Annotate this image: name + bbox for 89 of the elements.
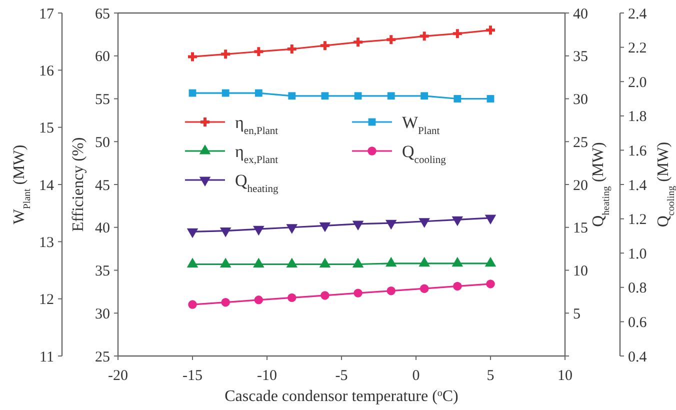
point xyxy=(386,286,396,296)
x-tick-label: -5 xyxy=(335,368,348,384)
y-tick-label: 16 xyxy=(39,63,54,80)
y3-tick-label: 0.6 xyxy=(628,314,648,331)
x-tick-label: 0 xyxy=(412,368,420,384)
point xyxy=(188,52,197,62)
y2-tick-label: 5 xyxy=(573,306,580,322)
point xyxy=(418,218,430,228)
point xyxy=(420,32,429,41)
point xyxy=(420,284,429,293)
y-tick-label: 40 xyxy=(95,220,110,237)
point xyxy=(385,220,397,230)
point xyxy=(385,256,397,267)
point xyxy=(186,228,198,238)
x-tick-label: -10 xyxy=(257,368,277,384)
y-tick-label: 65 xyxy=(95,6,110,22)
point xyxy=(253,226,264,236)
y2-tick-label: 35 xyxy=(573,49,588,66)
point xyxy=(221,298,230,307)
point xyxy=(188,300,197,309)
y-tick-label: 11 xyxy=(40,349,54,366)
point xyxy=(486,26,495,35)
point xyxy=(286,224,298,234)
point xyxy=(452,256,464,267)
legend-label: η$_{en,Plant}$ xyxy=(235,112,278,136)
y-tick-label: 55 xyxy=(95,92,110,108)
point xyxy=(287,44,296,54)
y3-tick-label: 1.4 xyxy=(628,178,648,194)
point xyxy=(452,29,462,38)
point xyxy=(286,258,298,268)
point xyxy=(221,50,230,59)
legend-label: η$_{ex,Plant}$ xyxy=(235,142,278,166)
x-tick-label: 10 xyxy=(558,368,572,384)
y2-tick-label: 30 xyxy=(573,92,588,108)
x-axis-title: Cascade condensor temperature ($^{o}$C) xyxy=(224,388,458,405)
point xyxy=(354,38,363,47)
y2-tick-label: 40 xyxy=(573,6,588,22)
y2-tick-label: 15 xyxy=(573,220,588,237)
point xyxy=(186,258,198,268)
y-tick-label: 35 xyxy=(95,264,110,280)
y3-tick-label: 1.8 xyxy=(628,109,647,126)
y-tick-label: 25 xyxy=(95,349,110,366)
point xyxy=(319,222,331,232)
x-tick-label: -15 xyxy=(182,368,202,384)
point xyxy=(220,228,232,238)
y2-tick-label: 25 xyxy=(573,134,588,151)
y2-tick-label: 20 xyxy=(573,178,588,194)
legend-label: Q$_{heating}$ xyxy=(235,170,280,194)
y3-tick-label: 0.8 xyxy=(628,280,647,297)
point xyxy=(453,282,462,291)
point xyxy=(484,256,496,267)
legend-label: W$_{Plant}$ xyxy=(402,112,440,136)
point xyxy=(319,258,331,268)
point xyxy=(352,220,364,230)
point xyxy=(320,41,330,50)
point xyxy=(354,288,362,298)
point xyxy=(254,47,264,56)
point xyxy=(320,291,330,300)
y2-tick-label: 10 xyxy=(573,264,588,280)
legend-label: Q$_{cooling}$ xyxy=(402,142,447,166)
y-axis-title: Efficiency (%) xyxy=(70,137,87,232)
y-tick-label: 50 xyxy=(95,134,110,151)
y3-tick-label: 1.6 xyxy=(628,143,648,160)
y3-tick-label: 1.0 xyxy=(628,246,647,262)
x-tick-label: -20 xyxy=(108,368,128,384)
y-tick-label: 12 xyxy=(39,292,54,308)
point xyxy=(220,258,232,268)
point xyxy=(253,258,264,268)
y3-tick-label: 2.4 xyxy=(628,6,648,22)
point xyxy=(452,216,464,226)
point xyxy=(418,256,430,267)
y3-tick-label: 2.0 xyxy=(628,74,647,91)
y-tick-label: 17 xyxy=(39,6,54,22)
y-tick-label: 13 xyxy=(39,234,54,251)
point xyxy=(254,296,264,304)
y-tick-label: 15 xyxy=(39,120,54,137)
y-tick-label: 30 xyxy=(95,306,110,322)
y-tick-label: 45 xyxy=(95,178,110,194)
y3-tick-label: 1.2 xyxy=(628,212,647,228)
x-tick-label: 5 xyxy=(486,368,494,384)
point xyxy=(352,258,364,268)
y-tick-label: 14 xyxy=(39,178,54,194)
point xyxy=(484,214,496,224)
y-tick-label: 60 xyxy=(95,49,110,66)
point xyxy=(486,280,495,288)
y3-tick-label: 0.4 xyxy=(628,349,648,366)
point xyxy=(288,293,296,302)
y3-tick-label: 2.2 xyxy=(628,40,647,57)
point xyxy=(386,35,396,44)
